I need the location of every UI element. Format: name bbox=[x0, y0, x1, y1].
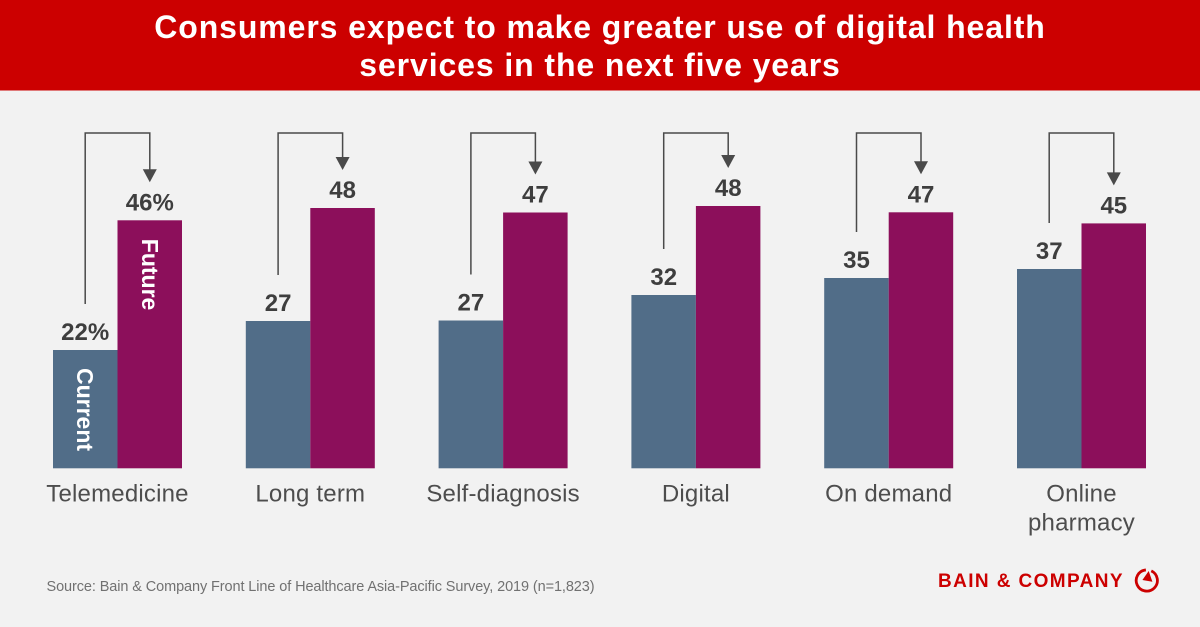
svg-text:services in the next five year: services in the next five years bbox=[359, 47, 841, 83]
svg-text:48: 48 bbox=[715, 175, 742, 202]
svg-text:Telemedicine: Telemedicine bbox=[46, 481, 188, 508]
svg-text:27: 27 bbox=[458, 290, 485, 317]
svg-text:37: 37 bbox=[1036, 238, 1063, 265]
svg-text:47: 47 bbox=[908, 181, 935, 208]
svg-text:45: 45 bbox=[1100, 192, 1127, 219]
svg-text:35: 35 bbox=[843, 247, 870, 274]
svg-text:Future: Future bbox=[137, 239, 163, 311]
svg-text:Long term: Long term bbox=[255, 481, 365, 508]
svg-text:Online: Online bbox=[1046, 481, 1117, 508]
svg-text:pharmacy: pharmacy bbox=[1028, 510, 1135, 537]
svg-text:BAIN & COMPANY: BAIN & COMPANY bbox=[938, 571, 1124, 592]
svg-text:27: 27 bbox=[265, 290, 292, 317]
svg-text:Digital: Digital bbox=[662, 481, 730, 508]
svg-text:46%: 46% bbox=[126, 189, 174, 216]
svg-text:Self-diagnosis: Self-diagnosis bbox=[426, 481, 580, 508]
svg-text:32: 32 bbox=[650, 264, 677, 291]
svg-text:22%: 22% bbox=[61, 319, 109, 346]
svg-text:Source: Bain & Company Front L: Source: Bain & Company Front Line of Hea… bbox=[47, 579, 595, 595]
svg-text:On demand: On demand bbox=[825, 481, 952, 508]
svg-text:48: 48 bbox=[329, 177, 356, 204]
svg-text:Consumers expect to make great: Consumers expect to make greater use of … bbox=[154, 9, 1046, 45]
svg-text:Current: Current bbox=[72, 368, 98, 451]
svg-text:47: 47 bbox=[522, 182, 549, 209]
